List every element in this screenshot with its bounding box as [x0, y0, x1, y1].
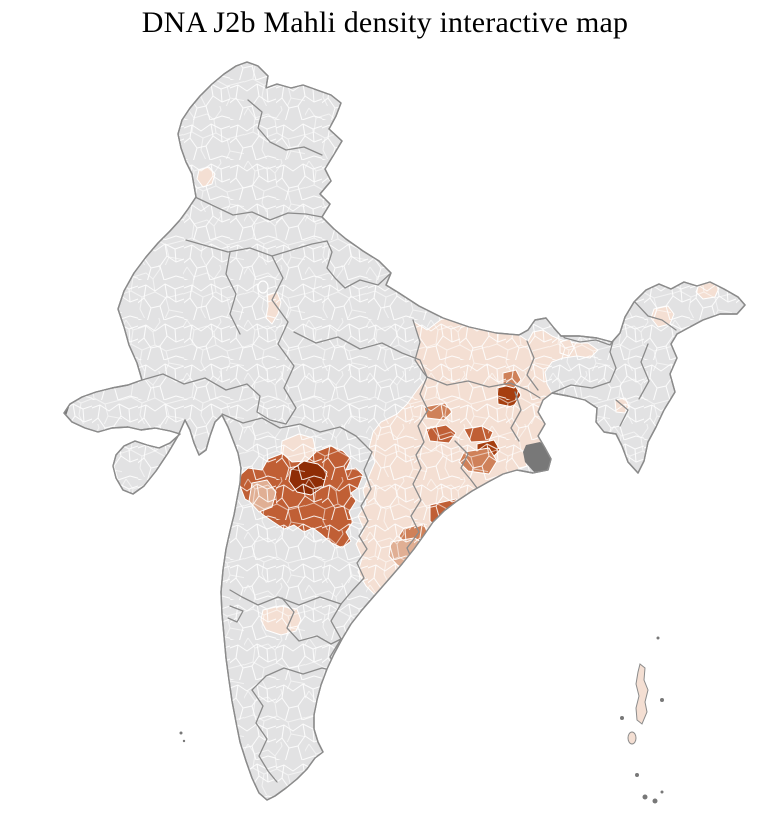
- sundarbans-delta: [523, 442, 551, 472]
- small-islands: [179, 636, 664, 804]
- andaman-south-island[interactable]: [627, 731, 637, 745]
- state-boundaries: [141, 99, 677, 783]
- map-title: DNA J2b Mahli density interactive map: [141, 6, 629, 39]
- district-delhi[interactable]: [257, 280, 269, 294]
- andaman-main-island[interactable]: [635, 663, 649, 725]
- andaman-nicobar-islands[interactable]: [179, 636, 665, 804]
